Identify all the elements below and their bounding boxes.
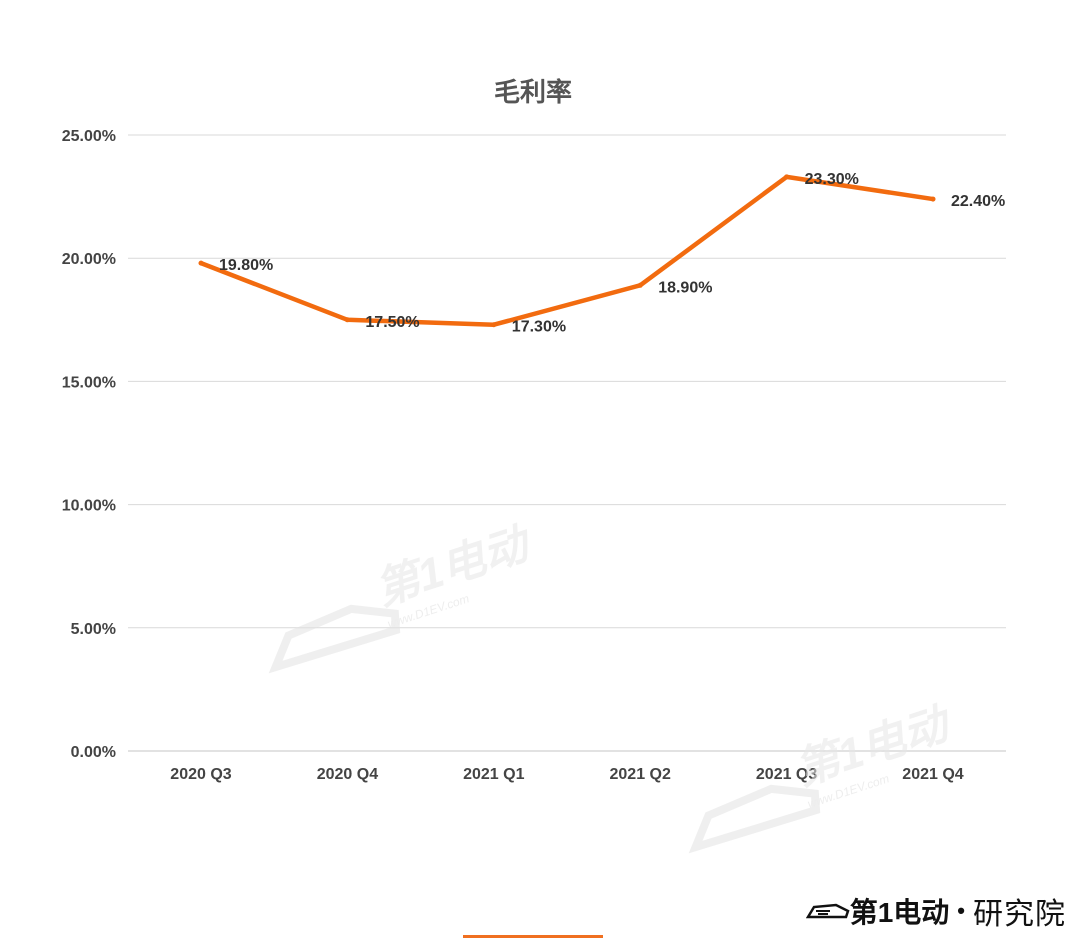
data-point xyxy=(637,282,643,288)
brand-logo-text: 第1电动 xyxy=(849,897,950,928)
y-tick-label: 5.00% xyxy=(71,621,116,638)
car-icon xyxy=(805,903,850,919)
x-tick-label: 2021 Q4 xyxy=(902,766,963,783)
series-line xyxy=(198,174,936,327)
x-tick-label: 2021 Q1 xyxy=(463,766,524,783)
chart-title: 毛利率 xyxy=(494,77,572,107)
grid-lines xyxy=(128,134,1006,752)
brand-logo-mark: 第1电动 xyxy=(805,891,950,931)
data-point xyxy=(930,196,936,202)
y-tick-label: 10.00% xyxy=(62,498,116,515)
data-label: 17.50% xyxy=(365,314,419,331)
x-tick-label: 2021 Q3 xyxy=(756,766,817,783)
watermark-car-icon xyxy=(268,604,401,674)
series-group xyxy=(198,174,936,328)
y-axis: 0.00% 5.00% 10.00% 15.00% 20.00% 25.00% xyxy=(62,128,116,761)
brand-separator: • xyxy=(957,898,965,923)
x-tick-label: 2020 Q3 xyxy=(170,766,231,783)
data-label: 19.80% xyxy=(219,257,273,274)
x-tick-label: 2021 Q2 xyxy=(610,766,671,783)
brand-logo: 第1电动 • 研究院 xyxy=(805,889,1066,933)
data-labels: 19.80% 17.50% 17.30% 18.90% 23.30% 22.40% xyxy=(219,171,1005,336)
data-label: 17.30% xyxy=(512,319,566,336)
x-tick-label: 2020 Q4 xyxy=(317,766,378,783)
y-tick-label: 0.00% xyxy=(71,744,116,761)
y-tick-label: 25.00% xyxy=(62,128,116,145)
watermark-car-icon xyxy=(688,784,821,854)
data-label: 23.30% xyxy=(805,171,859,188)
data-label: 18.90% xyxy=(658,279,712,296)
data-point xyxy=(344,317,350,323)
y-tick-label: 15.00% xyxy=(62,374,116,391)
data-point xyxy=(784,174,790,180)
data-label: 22.40% xyxy=(951,193,1005,210)
data-point xyxy=(491,322,497,328)
bottom-accent-bar xyxy=(463,935,603,938)
data-point xyxy=(198,260,204,266)
y-tick-label: 20.00% xyxy=(62,251,116,268)
x-axis: 2020 Q3 2020 Q4 2021 Q1 2021 Q2 2021 Q3 2021 … xyxy=(170,766,963,783)
brand-name: 研究院 xyxy=(973,898,1066,931)
